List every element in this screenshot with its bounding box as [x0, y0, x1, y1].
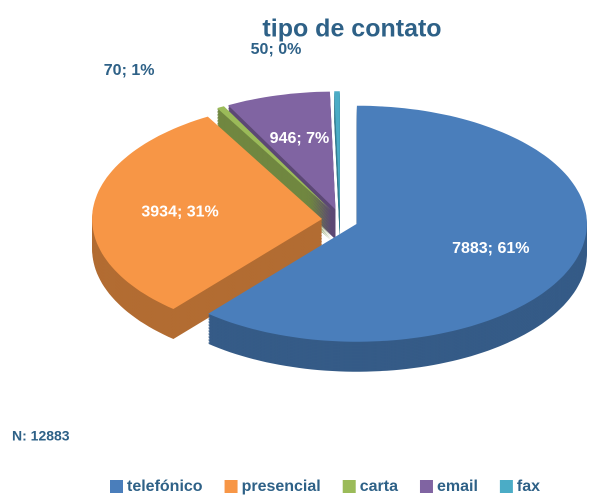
legend-label: fax — [517, 478, 540, 495]
slice-side — [217, 113, 332, 218]
chart-title: tipo de contato — [262, 15, 441, 43]
slice — [228, 91, 336, 210]
slice-side — [217, 107, 332, 212]
annotation: N: 12883 — [12, 428, 70, 444]
data-label: 946; 7% — [270, 130, 330, 147]
slice-side — [217, 115, 332, 220]
slice — [208, 105, 587, 342]
slice-side — [217, 121, 332, 226]
legend-swatch — [110, 480, 123, 493]
data-label: 3934; 31% — [141, 204, 218, 221]
legend-label: carta — [360, 478, 398, 495]
slice-side — [217, 118, 332, 223]
legend-swatch — [342, 480, 356, 493]
data-label: 50; 0% — [251, 41, 302, 58]
slice-side — [217, 119, 332, 224]
legend-swatch — [224, 480, 238, 493]
legend-swatch — [419, 480, 433, 493]
legend-label: presencial — [242, 478, 321, 495]
slice-side — [217, 122, 332, 227]
slice — [217, 106, 332, 211]
data-label: 7883; 61% — [452, 240, 529, 257]
slice-side — [217, 112, 332, 217]
legend-swatch — [499, 480, 513, 493]
slice-side — [217, 116, 332, 221]
data-label: 70; 1% — [104, 62, 155, 79]
slice-side — [217, 109, 332, 214]
slice — [334, 91, 340, 210]
slice-side — [217, 110, 332, 215]
legend-label: email — [437, 478, 478, 495]
legend-label: telefónico — [127, 478, 203, 495]
slice — [92, 116, 323, 309]
